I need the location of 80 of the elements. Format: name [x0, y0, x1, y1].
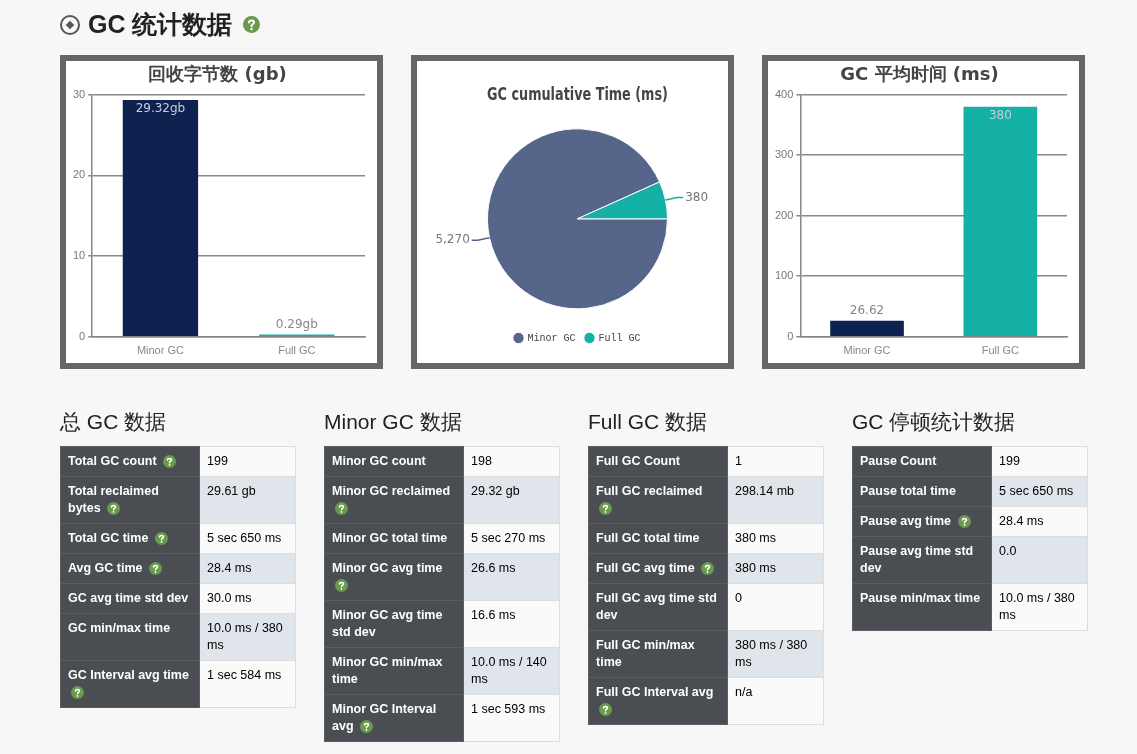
text: Minor GC 数据: [324, 409, 463, 435]
y-tick-label: 200: [774, 208, 794, 221]
legend-label: Minor GC: [527, 332, 576, 344]
y-tick-label: 0: [787, 329, 794, 342]
text: Minor GC reclaimed: [324, 476, 464, 524]
text: GC min/max time: [60, 613, 200, 661]
text: 5 sec 270 ms: [463, 523, 560, 554]
text: 28.4 ms: [199, 553, 296, 584]
y-tick-label: 400: [774, 87, 794, 100]
text: 29.61 gb: [199, 476, 296, 524]
x-tick-label: Full GC: [278, 344, 316, 357]
text: 1 sec 584 ms: [199, 660, 296, 708]
text: 380 ms: [727, 553, 824, 584]
text: Avg GC time: [60, 553, 200, 584]
text: 380 ms / 380 ms: [727, 630, 824, 678]
text: Full GC Count: [588, 446, 728, 477]
text: 10.0 ms / 380 ms: [199, 613, 296, 661]
text: 298.14 mb: [727, 476, 824, 524]
text: 1 sec 593 ms: [463, 694, 560, 742]
text: GC avg time std dev: [60, 583, 200, 614]
text: Minor GC total time: [324, 523, 464, 554]
text: Pause total time: [852, 476, 992, 507]
x-tick-label: Full GC: [981, 344, 1020, 357]
text: GC 统计数据: [88, 9, 233, 40]
text: 5 sec 650 ms: [991, 476, 1088, 507]
text: Full GC reclaimed: [588, 476, 728, 524]
text: Full GC avg time std dev: [588, 583, 728, 631]
text: Full GC total time: [588, 523, 728, 554]
text: 29.32 gb: [463, 476, 560, 524]
text: Minor GC avg time std dev: [324, 600, 464, 648]
text: Minor GC count: [324, 446, 464, 477]
y-tick-label: 300: [774, 148, 794, 161]
text: 198: [463, 446, 560, 477]
text: 199: [199, 446, 296, 477]
data-label: 380: [685, 189, 709, 204]
text: Pause avg time std dev: [852, 536, 992, 584]
text: Full GC Interval avg: [588, 677, 728, 725]
text: GC 停顿统计数据: [852, 409, 1017, 435]
text: Pause avg time: [852, 506, 992, 537]
y-tick-label: 10: [72, 249, 86, 262]
text: Full GC min/max time: [588, 630, 728, 678]
data-label: 0.29gb: [275, 316, 318, 331]
text: Full GC 数据: [588, 409, 708, 435]
text: Minor GC Interval avg: [324, 694, 464, 742]
legend-label: Full GC: [598, 332, 641, 344]
text: 10.0 ms / 380 ms: [991, 583, 1088, 631]
y-tick-label: 30: [72, 87, 86, 100]
text: Minor GC avg time: [324, 553, 464, 601]
x-tick-label: Minor GC: [136, 344, 185, 357]
data-label: 5,270: [435, 232, 470, 247]
chart-title: GC cumulative Time (ms): [487, 84, 668, 106]
text: Total GC time: [60, 523, 200, 554]
text: Total GC count: [60, 446, 200, 477]
text: 1: [727, 446, 824, 477]
text: 199: [991, 446, 1088, 477]
data-label: 29.32gb: [135, 101, 186, 116]
text: 16.6 ms: [463, 600, 560, 648]
text: 0.0: [991, 536, 1088, 584]
text: 总 GC 数据: [60, 409, 168, 435]
chart-title: 回收字节数 (gb): [148, 63, 287, 85]
text: Pause min/max time: [852, 583, 992, 631]
text: 26.6 ms: [463, 553, 560, 601]
text: Pause Count: [852, 446, 992, 477]
text: 5 sec 650 ms: [199, 523, 296, 554]
text: Total reclaimed bytes: [60, 476, 200, 524]
y-tick-label: 0: [79, 329, 86, 342]
y-tick-label: 20: [72, 168, 86, 181]
text: n/a: [727, 677, 824, 725]
data-label: 380: [988, 107, 1012, 122]
text: GC Interval avg time: [60, 660, 200, 708]
text: 10.0 ms / 140 ms: [463, 647, 560, 695]
text: 30.0 ms: [199, 583, 296, 614]
text: 28.4 ms: [991, 506, 1088, 537]
y-tick-label: 100: [774, 269, 794, 282]
text: Minor GC min/max time: [324, 647, 464, 695]
x-tick-label: Minor GC: [843, 344, 891, 357]
chart-title: GC 平均时间 (ms): [840, 63, 999, 85]
data-label: 26.62: [849, 302, 885, 317]
text: Full GC avg time: [588, 553, 728, 584]
text: 380 ms: [727, 523, 824, 554]
